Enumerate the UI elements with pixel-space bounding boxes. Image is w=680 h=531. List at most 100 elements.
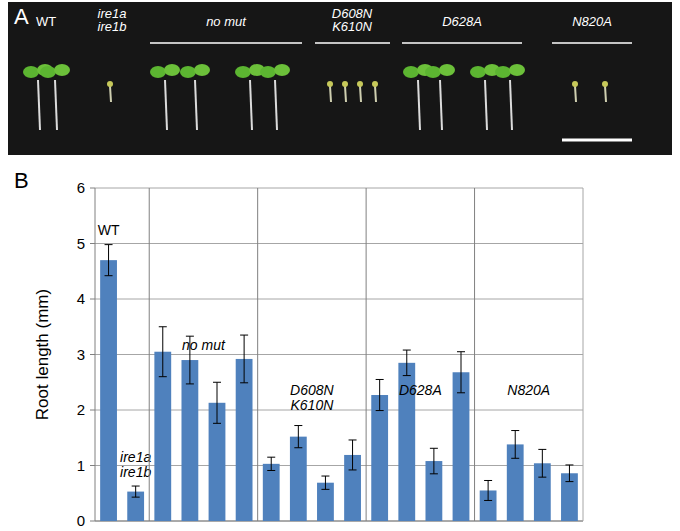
error-stem — [433, 448, 434, 474]
leaf — [602, 81, 608, 87]
photo-background — [8, 2, 672, 155]
text-line: no mut — [206, 14, 247, 29]
text-line: D608N — [290, 382, 334, 398]
seedling — [40, 64, 70, 130]
error-cap — [240, 335, 248, 336]
root — [345, 86, 346, 102]
leaf — [572, 81, 578, 87]
error-stem — [244, 335, 245, 383]
error-stem — [461, 352, 462, 393]
error-bar — [240, 335, 248, 383]
tick-label: 3 — [77, 346, 85, 363]
photo-label: WT — [36, 14, 56, 29]
leaf — [180, 66, 196, 78]
error-cap — [213, 382, 221, 383]
error-bar — [430, 448, 438, 474]
error-bar — [213, 382, 221, 423]
error-stem — [135, 486, 136, 497]
group-label: D628A — [399, 382, 442, 398]
bars — [100, 245, 578, 521]
leaf — [372, 81, 378, 87]
leaf — [235, 66, 251, 78]
tick-label: 4 — [77, 290, 85, 307]
text-line: WT — [98, 222, 120, 238]
scale-bar — [562, 139, 632, 142]
error-cap — [321, 489, 329, 490]
group-label: N820A — [507, 382, 550, 398]
axis-title: Root length (mm) — [33, 289, 52, 420]
leaf — [260, 66, 276, 78]
error-bar — [132, 486, 140, 497]
root — [510, 80, 512, 130]
leaf — [150, 66, 166, 78]
seedling — [342, 81, 348, 102]
tick-mark — [90, 521, 95, 522]
tick-label: 1 — [77, 457, 85, 474]
error-cap — [430, 473, 438, 474]
leaf — [403, 66, 419, 78]
group-separator — [257, 188, 258, 521]
root — [110, 86, 111, 102]
error-cap — [267, 470, 275, 471]
seedling — [357, 81, 363, 102]
error-bar — [294, 426, 302, 448]
error-cap — [159, 326, 167, 327]
root — [330, 86, 331, 102]
error-cap — [294, 447, 302, 448]
root — [275, 80, 277, 130]
root — [360, 86, 361, 102]
error-cap — [105, 275, 113, 276]
tick-label: 0 — [77, 512, 85, 529]
tick-mark — [90, 410, 95, 411]
photo-label: D608NK610N — [332, 6, 373, 34]
photo-label: D628A — [442, 14, 482, 29]
error-cap — [105, 244, 113, 245]
error-stem — [108, 245, 109, 276]
seedling — [572, 81, 578, 102]
leaf — [439, 64, 455, 76]
panel-label: B — [14, 168, 29, 193]
error-cap — [240, 382, 248, 383]
error-cap — [457, 351, 465, 352]
error-bar — [565, 465, 573, 482]
root — [250, 80, 252, 130]
error-cap — [349, 439, 357, 440]
error-stem — [298, 426, 299, 448]
bar — [290, 437, 307, 521]
error-bar — [376, 379, 384, 410]
group-underline — [552, 42, 632, 44]
bar — [100, 260, 117, 521]
bar — [154, 352, 171, 521]
error-cap — [430, 448, 438, 449]
error-stem — [406, 350, 407, 376]
error-cap — [213, 423, 221, 424]
error-bar — [349, 440, 357, 470]
root — [55, 80, 57, 130]
panel-label: A — [14, 4, 29, 29]
error-cap — [538, 477, 546, 478]
leaf — [194, 64, 210, 76]
root — [605, 86, 606, 102]
root — [195, 80, 197, 130]
text-line: N820A — [507, 382, 550, 398]
leaf — [40, 66, 56, 78]
error-bar — [484, 480, 492, 500]
root — [38, 80, 40, 130]
error-bar — [159, 327, 167, 377]
seedling — [495, 64, 525, 130]
error-stem — [488, 480, 489, 500]
error-cap — [565, 481, 573, 482]
tick-mark — [90, 354, 95, 355]
error-stem — [162, 327, 163, 377]
group-underline — [315, 42, 390, 44]
seedling — [425, 64, 455, 130]
error-stem — [325, 476, 326, 489]
root — [165, 80, 167, 130]
photo-label: N820A — [572, 14, 612, 29]
leaf — [327, 81, 333, 87]
leaf — [107, 81, 113, 87]
leaf — [342, 81, 348, 87]
tick-mark — [90, 465, 95, 466]
error-cap — [403, 350, 411, 351]
error-stem — [379, 379, 380, 410]
